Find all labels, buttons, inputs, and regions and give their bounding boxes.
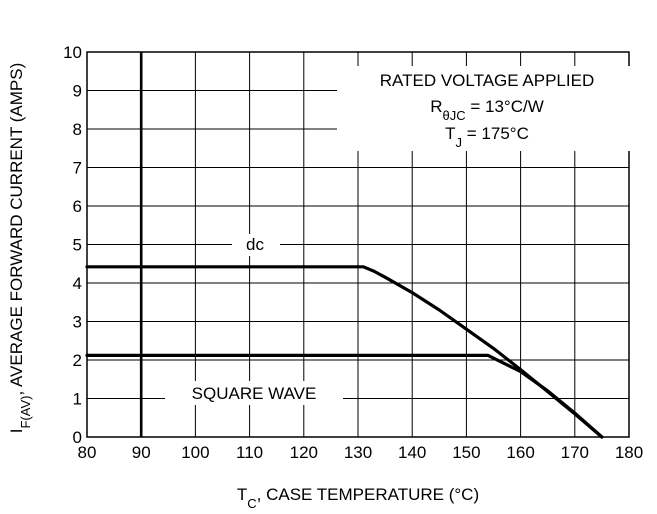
x-tick-label-160: 160 [506,443,534,462]
x-tick-label-90: 90 [132,443,151,462]
y-tick-label-0: 0 [73,428,82,447]
series-label-dc: dc [246,235,264,254]
x-tick-label-140: 140 [398,443,426,462]
annotation-junction-temperature: TJ = 175°C [445,124,529,150]
y-tick-label-2: 2 [73,351,82,370]
y-tick-label-3: 3 [73,313,82,332]
y-tick-label-9: 9 [73,82,82,101]
x-tick-label-150: 150 [452,443,480,462]
x-tick-label-80: 80 [78,443,97,462]
series-line-square-wave [85,353,604,439]
y-tick-label-10: 10 [63,43,82,62]
y-tick-label-4: 4 [73,274,82,293]
tick-labels: 80 90 100 110 120 130 140 150 160 170 180 0 1 2 3 4 5 6 7 8… [63,43,643,462]
series-lines [85,265,604,439]
y-tick-label-6: 6 [73,197,82,216]
y-axis-label: IF(AV), AVERAGE FORWARD CURRENT (AMPS) [7,63,33,434]
annotation-rated-voltage: RATED VOLTAGE APPLIED [380,71,594,90]
series-label-dc-background [232,234,280,256]
x-axis-label: TC, CASE TEMPERATURE (°C) [237,485,479,511]
y-tick-label-1: 1 [73,390,82,409]
x-tick-label-100: 100 [181,443,209,462]
series-label-square-wave: SQUARE WAVE [192,384,317,403]
x-tick-label-110: 110 [236,443,263,462]
y-tick-label-8: 8 [73,120,82,139]
annotation-background [337,66,637,151]
y-tick-label-5: 5 [73,236,82,255]
x-tick-label-120: 120 [290,443,318,462]
plot-frame [86,51,630,438]
x-tick-label-170: 170 [561,443,589,462]
x-tick-label-180: 180 [615,443,643,462]
series-label-square-wave-background [165,381,343,405]
x-tick-label-130: 130 [344,443,372,462]
annotation-thermal-resistance: RθJC = 13°C/W [430,97,544,123]
y-tick-label-7: 7 [73,159,82,178]
